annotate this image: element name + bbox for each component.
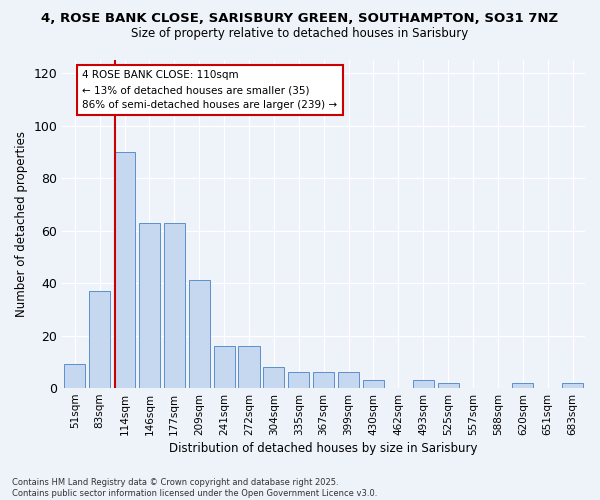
Y-axis label: Number of detached properties: Number of detached properties [15, 131, 28, 317]
Bar [512, 383, 533, 388]
Text: Size of property relative to detached houses in Sarisbury: Size of property relative to detached ho… [131, 28, 469, 40]
Bar [238, 346, 260, 388]
Bar [188, 280, 210, 388]
Bar [164, 222, 185, 388]
Bar [313, 372, 334, 388]
X-axis label: Distribution of detached houses by size in Sarisbury: Distribution of detached houses by size … [169, 442, 478, 455]
Bar [338, 372, 359, 388]
Text: 4 ROSE BANK CLOSE: 110sqm
← 13% of detached houses are smaller (35)
86% of semi-: 4 ROSE BANK CLOSE: 110sqm ← 13% of detac… [82, 70, 337, 110]
Bar [562, 383, 583, 388]
Bar [139, 222, 160, 388]
Bar [288, 372, 310, 388]
Bar [89, 291, 110, 388]
Bar [263, 367, 284, 388]
Bar [437, 383, 458, 388]
Bar [114, 152, 135, 388]
Text: Contains HM Land Registry data © Crown copyright and database right 2025.
Contai: Contains HM Land Registry data © Crown c… [12, 478, 377, 498]
Bar [413, 380, 434, 388]
Bar [363, 380, 384, 388]
Bar [214, 346, 235, 388]
Text: 4, ROSE BANK CLOSE, SARISBURY GREEN, SOUTHAMPTON, SO31 7NZ: 4, ROSE BANK CLOSE, SARISBURY GREEN, SOU… [41, 12, 559, 26]
Bar [64, 364, 85, 388]
